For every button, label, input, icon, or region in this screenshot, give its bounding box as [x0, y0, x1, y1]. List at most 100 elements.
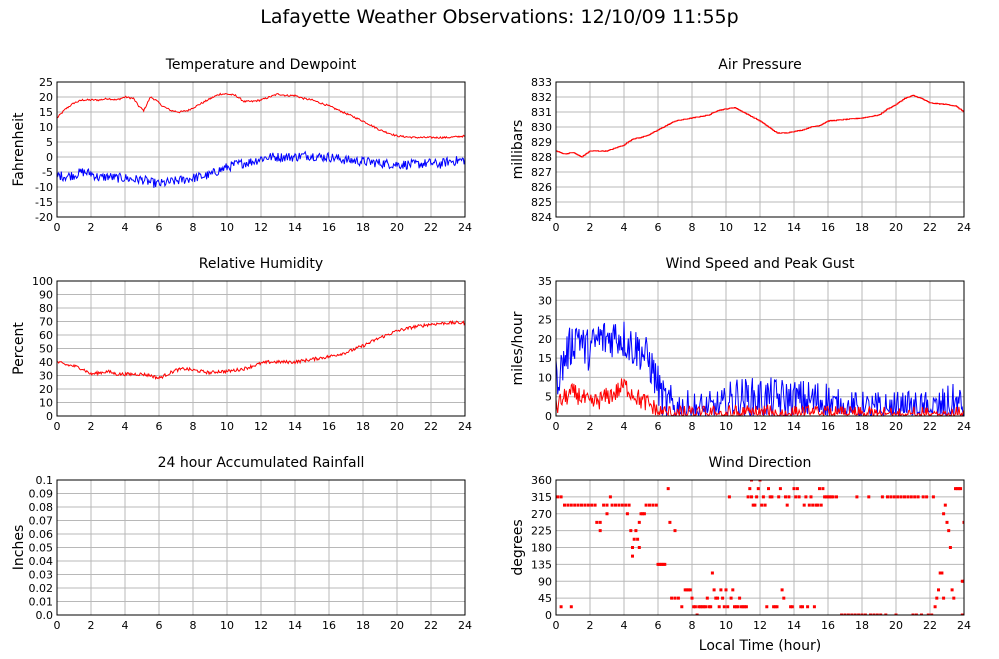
- y-tick-label: 0.06: [29, 528, 54, 541]
- data-point: [867, 495, 871, 499]
- data-point: [595, 520, 599, 524]
- x-tick-label: 16: [322, 221, 336, 234]
- data-point: [733, 605, 736, 609]
- data-point: [641, 512, 645, 516]
- x-tick-label: 0: [553, 420, 560, 433]
- x-tick-label: 16: [322, 420, 336, 433]
- x-tick-label: 24: [458, 420, 472, 433]
- data-point: [631, 554, 634, 558]
- data-point: [829, 495, 833, 499]
- y-tick-label: 5: [46, 136, 53, 149]
- data-point: [913, 495, 917, 499]
- data-point: [695, 613, 699, 615]
- data-point: [707, 605, 711, 609]
- y-tick-label: 70: [39, 316, 53, 329]
- data-point: [709, 605, 713, 609]
- x-tick-label: 8: [689, 619, 696, 632]
- data-point: [608, 495, 612, 499]
- data-point: [727, 495, 731, 499]
- y-tick-label: 0.07: [29, 515, 54, 528]
- data-point: [933, 605, 937, 609]
- data-point: [960, 579, 964, 583]
- data-point: [875, 613, 879, 615]
- data-point: [806, 605, 810, 609]
- data-point: [950, 588, 954, 592]
- y-tick-label: 35: [538, 275, 552, 288]
- data-point: [614, 503, 617, 507]
- data-point: [938, 571, 942, 575]
- x-tick-label: 12: [753, 420, 767, 433]
- data-point: [556, 495, 560, 499]
- x-tick-label: 20: [390, 619, 404, 632]
- data-point: [823, 495, 827, 499]
- data-point: [566, 503, 570, 507]
- data-point: [879, 613, 883, 615]
- data-point: [863, 613, 867, 615]
- data-point: [770, 495, 774, 499]
- x-tick-label: 20: [889, 619, 903, 632]
- data-point: [955, 487, 959, 491]
- data-point: [736, 605, 740, 609]
- data-point: [590, 503, 594, 507]
- data-point: [580, 503, 583, 507]
- data-point: [605, 512, 609, 516]
- data-point: [746, 495, 750, 499]
- data-point: [586, 503, 590, 507]
- data-point: [787, 495, 791, 499]
- chart-title: Air Pressure: [718, 57, 801, 73]
- y-tick-label: 15: [538, 352, 552, 365]
- x-tick-label: 10: [719, 420, 733, 433]
- data-point: [801, 605, 804, 609]
- plot-area: [556, 321, 964, 416]
- data-point: [659, 562, 663, 566]
- y-tick-label: 828: [531, 151, 552, 164]
- data-point: [751, 503, 755, 507]
- data-point: [943, 503, 947, 507]
- x-tick-label: 10: [220, 221, 234, 234]
- y-tick-label: 5: [545, 391, 552, 404]
- x-tick-label: 6: [156, 221, 163, 234]
- x-tick-label: 22: [424, 420, 438, 433]
- data-point: [777, 495, 781, 499]
- x-tick-label: 0: [54, 221, 61, 234]
- y-tick-label: 825: [531, 196, 552, 209]
- x-tick-label: 10: [719, 619, 733, 632]
- data-point: [637, 520, 641, 524]
- data-point: [734, 605, 738, 609]
- y-tick-label: 829: [531, 136, 552, 149]
- x-tick-label: 18: [356, 619, 370, 632]
- y-tick-label: 831: [531, 106, 552, 119]
- data-point: [773, 605, 777, 609]
- x-tick-label: 12: [753, 619, 767, 632]
- data-point: [729, 596, 733, 600]
- x-tick-label: 24: [458, 221, 472, 234]
- data-point: [670, 596, 674, 600]
- data-point: [685, 588, 689, 592]
- x-tick-label: 8: [190, 420, 197, 433]
- data-point: [797, 495, 801, 499]
- data-point: [569, 503, 573, 507]
- plot-area: [556, 94, 964, 158]
- x-tick-label: 2: [587, 221, 594, 234]
- data-point: [926, 613, 930, 615]
- x-tick-label: 22: [923, 221, 937, 234]
- data-point: [719, 588, 723, 592]
- data-point: [962, 520, 964, 524]
- data-point: [668, 520, 672, 524]
- x-tick-label: 4: [621, 420, 628, 433]
- data-point: [860, 613, 864, 615]
- data-point: [610, 503, 614, 507]
- x-tick-label: 12: [254, 221, 268, 234]
- data-point: [639, 512, 643, 516]
- plot-frame: [56, 479, 466, 616]
- data-point: [935, 596, 939, 600]
- y-tick-label: 0.02: [29, 582, 54, 595]
- data-point: [699, 605, 702, 609]
- data-point: [744, 605, 748, 609]
- x-tick-label: 6: [156, 619, 163, 632]
- data-point: [906, 495, 910, 499]
- data-point: [925, 495, 929, 499]
- data-point: [959, 487, 963, 491]
- data-point: [688, 588, 692, 592]
- data-point: [775, 605, 779, 609]
